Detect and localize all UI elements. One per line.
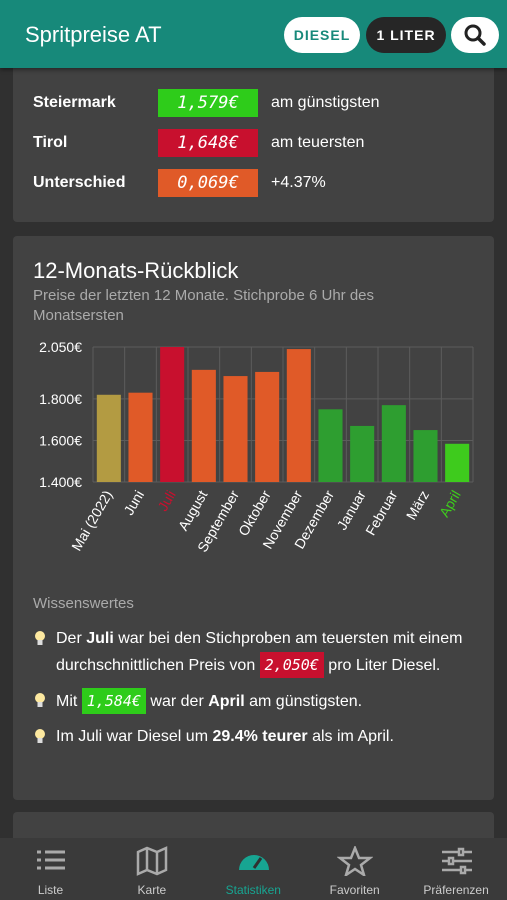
y-tick-label: 1.800€ xyxy=(39,391,82,407)
nav-label: Präferenzen xyxy=(423,883,489,897)
fact-text: pro Liter Diesel. xyxy=(323,657,441,674)
x-tick-label: Juni xyxy=(120,488,147,518)
search-button[interactable] xyxy=(451,17,499,53)
fact-item: Im Juli war Diesel um 29.4% teurer als i… xyxy=(33,724,473,750)
nav-icon xyxy=(337,846,374,876)
fuel-button[interactable]: DIESEL xyxy=(284,17,360,53)
nav-item[interactable]: Liste xyxy=(0,838,101,900)
unit-button[interactable]: 1 LITER xyxy=(366,17,446,53)
nav-label: Favoriten xyxy=(329,883,380,897)
bottom-nav: Liste Karte Statistiken Favoriten Präferenze… xyxy=(0,838,507,900)
fact-text: Juli xyxy=(86,630,114,647)
bar xyxy=(445,443,470,482)
nav-label: Karte xyxy=(137,883,167,897)
region-label: Tirol xyxy=(33,134,68,151)
fact-text: Mit xyxy=(56,693,82,710)
nav-icon xyxy=(37,850,65,870)
chart-title: 12-Monats-Rückblick xyxy=(33,258,239,283)
x-tick-label: Mai (2022) xyxy=(68,488,115,554)
facts-list: Der Juli war bei den Stichproben am teue… xyxy=(33,626,473,759)
nav-item[interactable]: Statistiken xyxy=(203,838,304,900)
chart-subtitle: Preise der letzten 12 Monate. Stichprobe… xyxy=(33,287,375,324)
bar xyxy=(160,347,185,482)
fact-text: April xyxy=(208,693,245,710)
price-badge: 2,050€ xyxy=(259,652,324,678)
nav-icon xyxy=(441,847,472,875)
bar xyxy=(128,392,153,482)
row-note: +4.37% xyxy=(271,174,326,191)
row-note: am teuersten xyxy=(271,134,365,151)
bar xyxy=(223,376,248,482)
bar xyxy=(191,369,216,482)
y-tick-label: 2.050€ xyxy=(39,339,82,355)
price-badge: 0,069€ xyxy=(158,169,258,197)
bulb-icon xyxy=(35,693,45,707)
fact-text: Der xyxy=(56,630,87,647)
bar xyxy=(350,425,375,482)
fact-item: Der Juli war bei den Stichproben am teue… xyxy=(33,626,473,679)
fact-text: als im April. xyxy=(307,728,394,745)
fact-item: Mit 1,584€ war der April am günstigsten. xyxy=(33,688,473,715)
x-tick-label: April xyxy=(436,488,464,520)
x-tick-label: Februar xyxy=(362,487,401,538)
fact-text: war der xyxy=(145,693,209,710)
region-label: Steiermark xyxy=(33,94,116,111)
bar xyxy=(286,349,311,482)
nav-label: Liste xyxy=(37,883,64,897)
y-tick-label: 1.600€ xyxy=(39,432,82,448)
y-tick-label: 1.400€ xyxy=(39,474,82,490)
row-note: am günstigsten xyxy=(271,94,380,111)
fact-text: Im Juli war Diesel um xyxy=(56,728,213,745)
price-badge: 1,579€ xyxy=(158,89,258,117)
fact-text: am günstigsten. xyxy=(244,693,363,710)
nav-label: Statistiken xyxy=(225,883,281,897)
nav-item[interactable]: Präferenzen xyxy=(406,838,507,900)
nav-item[interactable]: Favoriten xyxy=(304,838,405,900)
app-title: Spritpreise AT xyxy=(25,22,162,47)
bar xyxy=(318,409,343,482)
bar xyxy=(96,394,121,482)
price-badge: 1,648€ xyxy=(158,129,258,157)
bulb-icon xyxy=(35,631,45,645)
nav-icon xyxy=(137,846,168,876)
app-bar: Spritpreise AT DIESEL 1 LITER xyxy=(0,0,507,68)
bar xyxy=(255,371,280,482)
fact-text: war bei den Stichproben am teuersten mit… xyxy=(56,630,463,674)
nav-item[interactable]: Karte xyxy=(101,838,202,900)
x-tick-label: Juli xyxy=(154,488,178,514)
bar xyxy=(413,430,438,482)
region-label: Unterschied xyxy=(33,174,126,191)
bulb-icon xyxy=(35,729,45,743)
facts-title: Wissenswertes xyxy=(33,595,134,612)
fact-text: 29.4% teurer xyxy=(212,728,308,745)
chart: 1.400€ 1.600€ 1.800€ 2.050€ Mai (2022) Juni Ju… xyxy=(39,339,474,555)
nav-icon xyxy=(238,855,269,870)
price-badge: 1,584€ xyxy=(81,688,146,714)
x-tick-label: März xyxy=(403,488,432,523)
bar xyxy=(381,405,406,482)
